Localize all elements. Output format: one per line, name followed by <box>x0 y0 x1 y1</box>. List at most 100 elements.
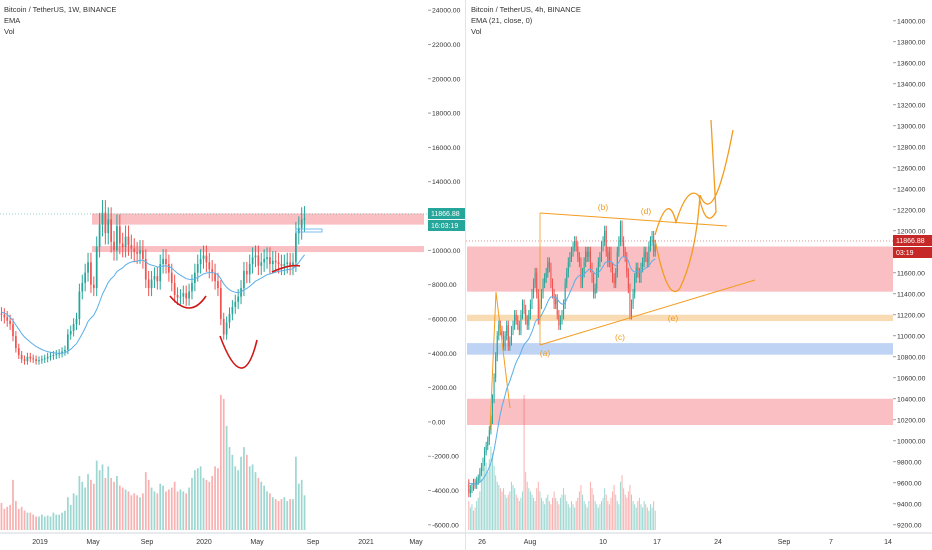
ema-line <box>1 254 305 354</box>
candle <box>510 330 512 341</box>
volume-bar <box>515 494 517 530</box>
price-tick-label: 10600.00 <box>897 375 926 382</box>
volume-bar <box>205 479 208 530</box>
volume-bar <box>506 497 508 530</box>
volume-bar <box>196 468 199 530</box>
left-price-axis[interactable]: -6000.00 -4000.00 -2000.00 0.00 2000.00 4000.… <box>0 0 465 550</box>
candle <box>646 257 648 263</box>
volume-bar <box>526 481 528 530</box>
candle <box>124 236 127 247</box>
time-label: 17 <box>653 539 661 546</box>
volume-bar <box>133 493 136 530</box>
candle <box>607 251 609 263</box>
wave-label: (e) <box>668 313 679 323</box>
candle <box>176 294 179 298</box>
volume-bar <box>277 501 280 530</box>
left-time-axis[interactable]: 2019 May Sep 2020 May Sep 2021 May <box>0 532 465 546</box>
candle <box>283 264 286 266</box>
price-tick-label: 11000.00 <box>897 333 925 340</box>
volume-bar <box>254 472 257 530</box>
ema-line <box>468 256 656 485</box>
volume-bar <box>567 504 569 530</box>
candle <box>632 293 634 305</box>
candle <box>208 262 211 270</box>
volume-bar <box>251 464 254 530</box>
volume-bar <box>179 489 182 530</box>
panel-divider[interactable] <box>465 0 466 550</box>
volume-bar <box>623 488 625 530</box>
candle <box>624 251 626 257</box>
right-ema-label[interactable]: EMA (21, close, 0) <box>471 16 533 25</box>
right-symbol-title[interactable]: Bitcoin / TetherUS, 4h, BINANCE <box>471 5 581 14</box>
candle <box>517 320 519 326</box>
candle <box>582 272 584 284</box>
candle <box>518 325 520 331</box>
candle <box>9 320 11 325</box>
candle <box>113 241 115 251</box>
time-label: 7 <box>829 539 833 546</box>
volume-bar <box>61 512 63 530</box>
price-tick-label: 12400.00 <box>897 186 926 193</box>
volume-bar <box>607 501 609 530</box>
price-tick-label: 12600.00 <box>897 165 926 172</box>
volume-bar <box>9 504 11 530</box>
volume-bar <box>303 495 306 530</box>
volume-bar <box>504 494 506 530</box>
volume-bar <box>586 507 588 530</box>
candle <box>55 354 58 356</box>
left-vol-label[interactable]: Vol <box>4 27 15 36</box>
time-label: Aug <box>524 539 537 546</box>
price-tick-label: 10800.00 <box>897 354 926 361</box>
volume-bar <box>214 466 216 530</box>
candle <box>627 272 629 289</box>
volume-bar <box>286 501 289 530</box>
volume-bar <box>153 491 156 530</box>
candle <box>217 281 219 289</box>
volume-bar <box>631 494 633 530</box>
volume-bar <box>266 491 268 530</box>
candle <box>75 318 78 325</box>
right-price-axis[interactable]: 9200.00 9400.00 9600.00 9800.00 10000.00 1020… <box>466 0 932 550</box>
candle <box>623 241 625 252</box>
price-tick-label: 8000.00 <box>432 282 457 289</box>
volume-bar <box>474 507 476 530</box>
candle <box>260 262 263 266</box>
volume-bar <box>580 485 582 530</box>
candle <box>638 272 640 278</box>
candle <box>528 314 530 326</box>
candle <box>269 257 271 265</box>
zone-red <box>467 398 893 425</box>
candle <box>548 262 550 268</box>
volume-bar <box>225 425 228 530</box>
candle <box>547 262 549 273</box>
candle <box>545 272 547 278</box>
volume-bar <box>605 494 607 530</box>
volume-bar <box>634 504 636 530</box>
right-time-axis[interactable]: 26 Aug 10 17 24 Sep 7 14 <box>466 532 932 546</box>
candle <box>484 451 486 462</box>
left-ema-label[interactable]: EMA <box>4 16 21 25</box>
time-label: 14 <box>884 539 892 546</box>
right-vol-label[interactable]: Vol <box>471 27 482 36</box>
candle <box>556 299 558 315</box>
volume-bar <box>58 514 61 530</box>
volume-bar <box>654 510 656 530</box>
volume-bar <box>98 470 101 530</box>
wave-impulse <box>489 291 511 431</box>
time-label: Sep <box>307 539 320 546</box>
volume-bar <box>485 462 487 530</box>
volume-bar <box>283 497 286 530</box>
candle <box>588 251 590 257</box>
candle <box>643 251 645 263</box>
left-symbol-title[interactable]: Bitcoin / TetherUS, 1W, BINANCE <box>4 5 117 14</box>
volume-bar <box>575 501 577 530</box>
projection-path-up <box>654 119 717 236</box>
candle <box>487 440 489 446</box>
candle <box>251 257 254 265</box>
candle <box>583 262 585 273</box>
volume-bar <box>479 491 481 530</box>
candle <box>52 355 55 356</box>
zone-blue <box>467 343 893 355</box>
volume-bar <box>534 501 536 530</box>
